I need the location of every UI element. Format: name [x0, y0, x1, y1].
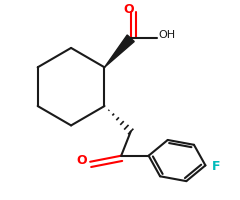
- Text: F: F: [212, 160, 221, 173]
- Polygon shape: [104, 35, 134, 67]
- Text: OH: OH: [158, 30, 175, 40]
- Text: O: O: [124, 3, 134, 16]
- Text: O: O: [77, 154, 87, 167]
